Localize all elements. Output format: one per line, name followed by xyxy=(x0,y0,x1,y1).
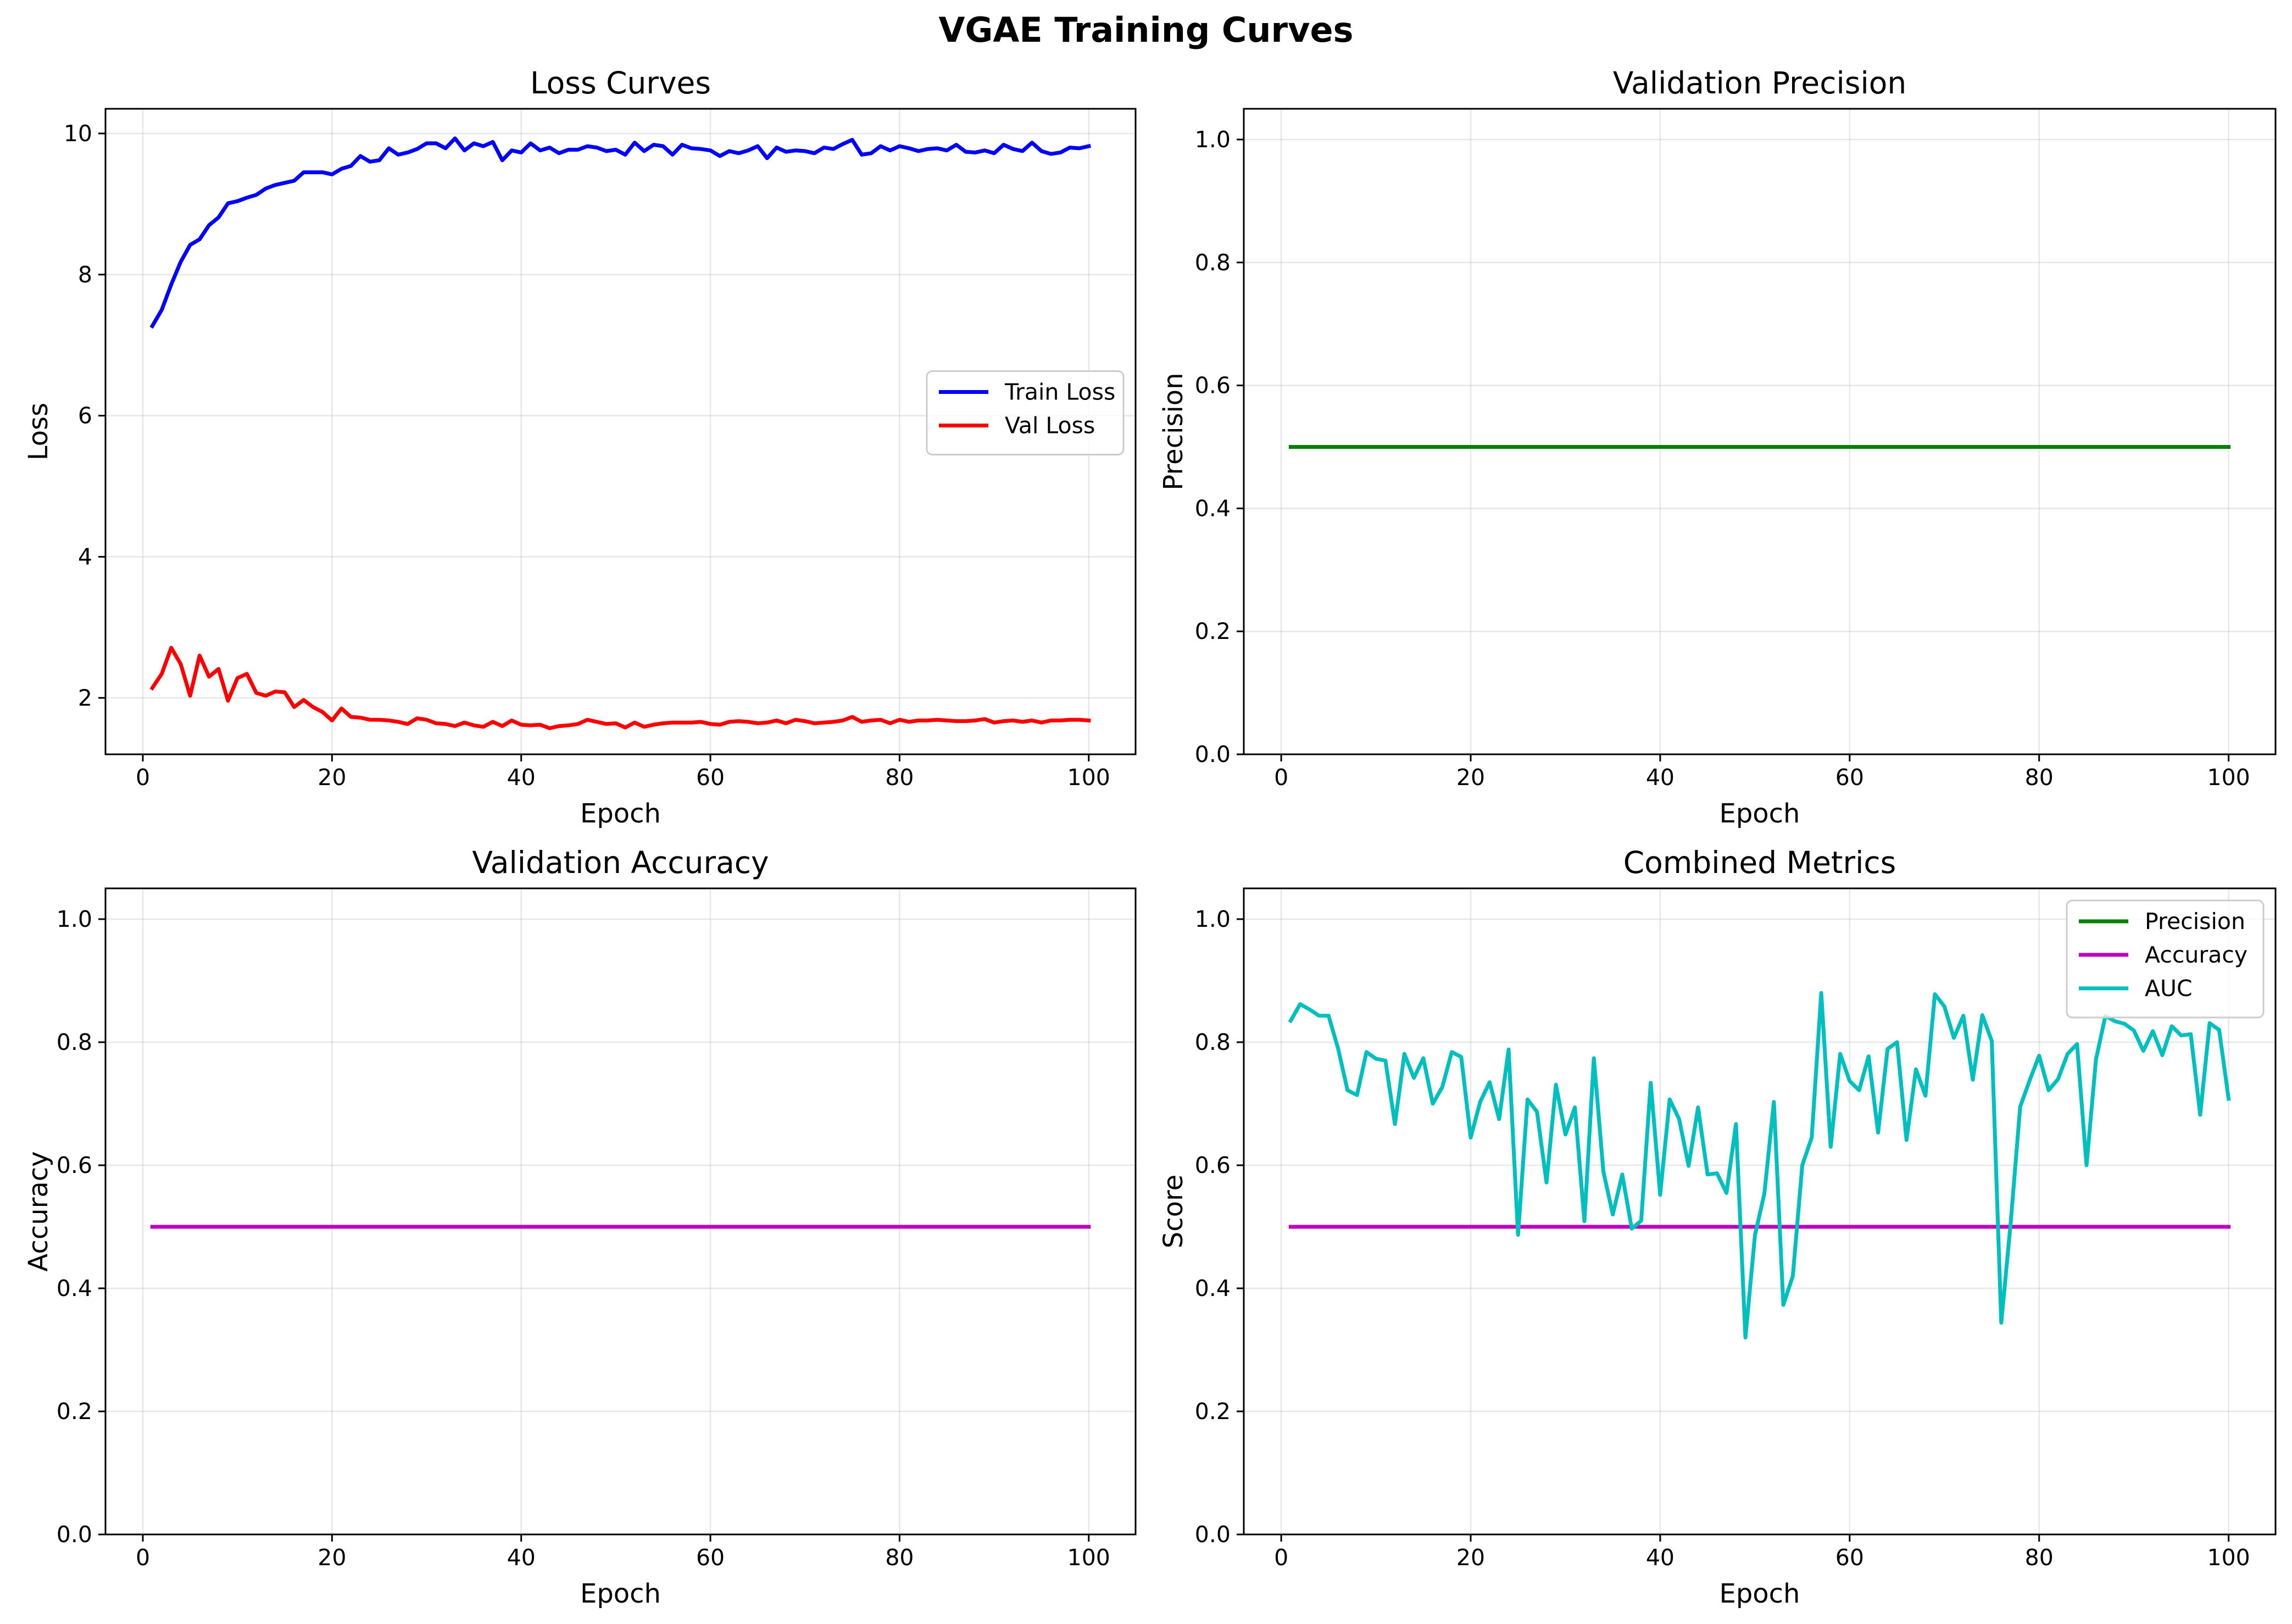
subplot-title: Validation Accuracy xyxy=(472,845,769,880)
subplots: 0 20 40 60 80 100 2 4 6 8 10 Loss Curves Epoch Loss Tr… xyxy=(23,65,2277,1609)
subplot-1: 0 20 40 60 80 100 2 4 6 8 10 Loss Curves Epoch Loss Tr… xyxy=(23,65,1137,829)
y-tick-label: 0.0 xyxy=(1195,1521,1231,1548)
y-tick-label: 0.2 xyxy=(1195,1398,1231,1425)
subplot-title: Combined Metrics xyxy=(1623,845,1896,880)
x-tick-label: 60 xyxy=(696,1544,725,1571)
y-tick-label: 1.0 xyxy=(1195,126,1231,153)
x-tick-label: 100 xyxy=(1067,1544,1110,1571)
x-tick-label: 60 xyxy=(1835,764,1864,791)
x-tick-label: 20 xyxy=(318,1544,346,1571)
y-tick-label: 0.6 xyxy=(1195,1152,1231,1178)
x-tick-label: 80 xyxy=(885,764,914,791)
y-axis-label: Loss xyxy=(23,403,54,460)
y-axis-label: Precision xyxy=(1158,372,1189,490)
x-tick-label: 60 xyxy=(696,764,725,791)
x-tick-label: 0 xyxy=(1274,764,1288,791)
y-axis-label: Accuracy xyxy=(23,1151,54,1271)
y-tick-label: 0.8 xyxy=(57,1029,92,1055)
subplot-title: Validation Precision xyxy=(1613,65,1906,101)
y-tick-label: 0.0 xyxy=(1195,741,1231,767)
y-tick-label: 0.0 xyxy=(57,1521,92,1548)
y-tick-label: 2 xyxy=(78,685,92,711)
x-tick-label: 0 xyxy=(1274,1544,1288,1571)
legend-label: Val Loss xyxy=(1005,413,1095,439)
x-tick-label: 0 xyxy=(136,1544,150,1571)
x-tick-label: 100 xyxy=(2207,1544,2250,1571)
x-axis-label: Epoch xyxy=(1720,798,1800,829)
legend-label: Accuracy xyxy=(2145,942,2248,968)
y-tick-label: 0.8 xyxy=(1195,1029,1231,1055)
series-line-train-loss xyxy=(149,136,1091,329)
x-tick-label: 80 xyxy=(2025,764,2054,791)
subplot-4: 0 20 40 60 80 100 0.0 0.2 0.4 0.6 0.8 1.0 Combined M… xyxy=(1158,845,2277,1609)
y-axis-label: Score xyxy=(1158,1175,1189,1248)
figure-title: VGAE Training Curves xyxy=(938,10,1353,50)
x-tick-label: 100 xyxy=(1067,764,1110,791)
y-tick-label: 0.2 xyxy=(57,1398,92,1425)
y-tick-label: 1.0 xyxy=(1195,906,1231,932)
x-axis-label: Epoch xyxy=(580,1578,661,1609)
x-tick-label: 20 xyxy=(318,764,346,791)
y-tick-label: 1.0 xyxy=(57,906,92,932)
legend-label: Train Loss xyxy=(1004,379,1115,405)
x-tick-label: 20 xyxy=(1456,1544,1485,1571)
x-tick-label: 20 xyxy=(1456,764,1485,791)
plot-frame xyxy=(1243,108,2277,755)
y-tick-label: 8 xyxy=(78,262,92,288)
x-tick-label: 0 xyxy=(136,764,150,791)
y-tick-label: 0.8 xyxy=(1195,249,1231,276)
y-tick-label: 6 xyxy=(78,403,92,429)
x-tick-label: 40 xyxy=(1646,764,1675,791)
x-tick-label: 40 xyxy=(1646,1544,1675,1571)
x-axis-label: Epoch xyxy=(580,798,661,829)
x-tick-label: 80 xyxy=(885,1544,914,1571)
x-tick-label: 40 xyxy=(507,1544,536,1571)
series-line-val-loss xyxy=(149,646,1091,730)
y-tick-label: 4 xyxy=(78,543,92,570)
y-tick-label: 0.4 xyxy=(57,1275,92,1302)
series-line-auc xyxy=(1288,991,2231,1340)
subplot-3: 0 20 40 60 80 100 0.0 0.2 0.4 0.6 0.8 1.0 Validation… xyxy=(23,845,1137,1609)
x-tick-label: 100 xyxy=(2207,764,2250,791)
x-tick-label: 40 xyxy=(507,764,536,791)
plot-frame xyxy=(1243,887,2277,1536)
subplot-title: Loss Curves xyxy=(530,65,711,101)
y-tick-label: 0.4 xyxy=(1195,1275,1231,1302)
y-tick-label: 0.2 xyxy=(1195,618,1231,644)
y-tick-label: 0.4 xyxy=(1195,495,1231,521)
x-axis-label: Epoch xyxy=(1720,1578,1800,1609)
y-tick-label: 0.6 xyxy=(1195,372,1231,399)
legend-label: Precision xyxy=(2145,908,2245,935)
legend-label: AUC xyxy=(2145,975,2193,1002)
legend: Precision Accuracy AUC xyxy=(2066,899,2265,1019)
subplot-2: 0 20 40 60 80 100 0.0 0.2 0.4 0.6 0.8 1.0 Validation… xyxy=(1158,65,2277,829)
legend: Train Loss Val Loss xyxy=(926,370,1125,455)
x-tick-label: 60 xyxy=(1835,1544,1864,1571)
x-tick-label: 80 xyxy=(2025,1544,2054,1571)
plot-frame xyxy=(104,887,1137,1536)
y-tick-label: 0.6 xyxy=(57,1152,92,1178)
plot-frame xyxy=(104,108,1137,755)
y-tick-label: 10 xyxy=(64,120,92,147)
